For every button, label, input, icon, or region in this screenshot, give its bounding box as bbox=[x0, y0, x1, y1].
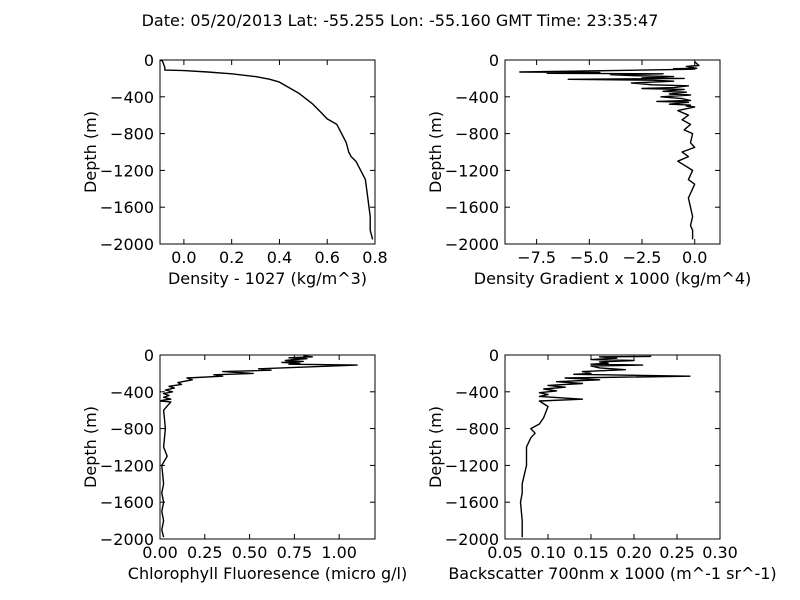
panel-2-ytick-label: −400 bbox=[455, 88, 499, 107]
panel-3-series-line-0 bbox=[160, 355, 358, 538]
panel-2-ytick-label: 0 bbox=[489, 51, 499, 70]
panel-1-xtick-label: 0.6 bbox=[314, 248, 339, 267]
panel-4-xtick-label: 0.15 bbox=[573, 543, 609, 562]
panel-4-ytick-label: 0 bbox=[489, 346, 499, 365]
panel-4-xtick-label: 0.25 bbox=[659, 543, 695, 562]
panel-3-xtick-label: 0.00 bbox=[142, 543, 178, 562]
panel-1-xtick-label: 0.4 bbox=[267, 248, 292, 267]
panel-4-xlabel: Backscatter 700nm x 1000 (m^-1 sr^-1) bbox=[448, 564, 776, 583]
panel-4-xtick-label: 0.10 bbox=[530, 543, 566, 562]
panel-4-xtick-label: 0.30 bbox=[702, 543, 738, 562]
panel-2-series-line-0 bbox=[519, 61, 700, 240]
subplot-density-gradient: −7.5 −5.0 −2.5 0.0 0 −400 −800 −1200 −1600 −2000 D… bbox=[426, 51, 751, 288]
panel-1-ytick-label: −400 bbox=[110, 88, 154, 107]
panel-4-ytick-label: −800 bbox=[455, 420, 499, 439]
panel-1-xtick-label: 0.0 bbox=[171, 248, 196, 267]
panel-2-ytick-label: −1200 bbox=[445, 161, 499, 180]
panel-4-axes-frame bbox=[504, 354, 721, 540]
panel-3-ytick-label: −400 bbox=[110, 383, 154, 402]
panel-1-ytick-label: 0 bbox=[144, 51, 154, 70]
panel-3-axes-frame bbox=[159, 354, 376, 540]
panel-3-ylabel: Depth (m) bbox=[81, 406, 100, 488]
panel-3-ytick-label: −1600 bbox=[100, 493, 154, 512]
panel-1-ytick-label: −1200 bbox=[100, 161, 154, 180]
panel-4-ytick-label: −1600 bbox=[445, 493, 499, 512]
panel-2-axes-frame bbox=[504, 59, 721, 245]
panel-2-xlabel: Density Gradient x 1000 (kg/m^4) bbox=[474, 269, 751, 288]
panel-1-ytick-label: −2000 bbox=[100, 235, 154, 254]
panel-3-ytick-label: 0 bbox=[144, 346, 154, 365]
panel-2-ytick-label: −800 bbox=[455, 125, 499, 144]
panel-3-xtick-label: 1.00 bbox=[321, 543, 357, 562]
panel-1-ytick-label: −800 bbox=[110, 125, 154, 144]
panel-1-xtick-label: 0.8 bbox=[362, 248, 387, 267]
panel-1-axes-frame bbox=[159, 59, 376, 245]
subplot-density: 0.0 0.2 0.4 0.6 0.8 0 −400 −800 −1200 −1600 −2000 D… bbox=[81, 51, 388, 288]
panel-3-xtick-label: 0.25 bbox=[187, 543, 223, 562]
panel-3-xtick-label: 0.75 bbox=[277, 543, 313, 562]
panel-3-ytick-label: −800 bbox=[110, 420, 154, 439]
panel-2-ytick-label: −2000 bbox=[445, 235, 499, 254]
subplot-backscatter: 0.05 0.10 0.15 0.20 0.25 0.30 0 −400 −800 −1200 −1… bbox=[426, 346, 777, 583]
panel-4-ytick-label: −400 bbox=[455, 383, 499, 402]
panel-2-xtick-label: −2.5 bbox=[623, 248, 662, 267]
panel-3-xtick-label: 0.50 bbox=[232, 543, 268, 562]
panel-2-xtick-label: −5.0 bbox=[570, 248, 609, 267]
panel-1-series-line-0 bbox=[160, 60, 374, 240]
panel-4-series-line-0 bbox=[519, 355, 691, 538]
panel-3-ytick-label: −1200 bbox=[100, 456, 154, 475]
panel-2-xtick-label: −7.5 bbox=[517, 248, 556, 267]
panel-4-ytick-label: −2000 bbox=[445, 530, 499, 549]
panel-4-xtick-label: 0.05 bbox=[487, 543, 523, 562]
panel-4-xtick-label: 0.20 bbox=[616, 543, 652, 562]
panel-4-ytick-label: −1200 bbox=[445, 456, 499, 475]
panel-1-xtick-label: 0.2 bbox=[219, 248, 244, 267]
panel-3-ytick-label: −2000 bbox=[100, 530, 154, 549]
panel-3-xlabel: Chlorophyll Fluoresence (micro g/l) bbox=[128, 564, 407, 583]
figure-title: Date: 05/20/2013 Lat: -55.255 Lon: -55.1… bbox=[142, 11, 659, 30]
panel-4-ylabel: Depth (m) bbox=[426, 406, 445, 488]
panel-2-ylabel: Depth (m) bbox=[426, 111, 445, 193]
panel-1-xlabel: Density - 1027 (kg/m^3) bbox=[168, 269, 367, 288]
subplot-chlorophyll: 0.00 0.25 0.50 0.75 1.00 0 −400 −800 −1200 −1600 −… bbox=[81, 346, 407, 583]
panel-2-xtick-label: 0.0 bbox=[682, 248, 707, 267]
panel-1-ylabel: Depth (m) bbox=[81, 111, 100, 193]
panel-1-ytick-label: −1600 bbox=[100, 198, 154, 217]
panel-2-ytick-label: −1600 bbox=[445, 198, 499, 217]
